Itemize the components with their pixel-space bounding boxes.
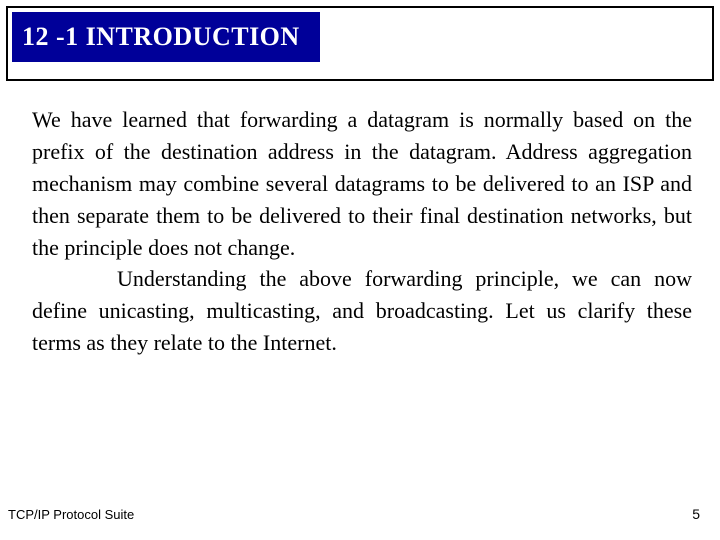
footer-left: TCP/IP Protocol Suite: [8, 507, 134, 522]
body-paragraph-1: We have learned that forwarding a datagr…: [32, 107, 692, 260]
slide-title: 12 -1 INTRODUCTION: [22, 22, 300, 52]
title-box: 12 -1 INTRODUCTION: [12, 12, 320, 62]
body-paragraph-2-wrapper: Understanding the above forwarding princ…: [32, 263, 692, 359]
body-text: We have learned that forwarding a datagr…: [32, 104, 692, 359]
body-paragraph-2: Understanding the above forwarding princ…: [32, 266, 692, 355]
page-number: 5: [692, 506, 700, 522]
slide: 12 -1 INTRODUCTION We have learned that …: [0, 0, 720, 540]
header-outline-box: 12 -1 INTRODUCTION: [6, 6, 714, 81]
